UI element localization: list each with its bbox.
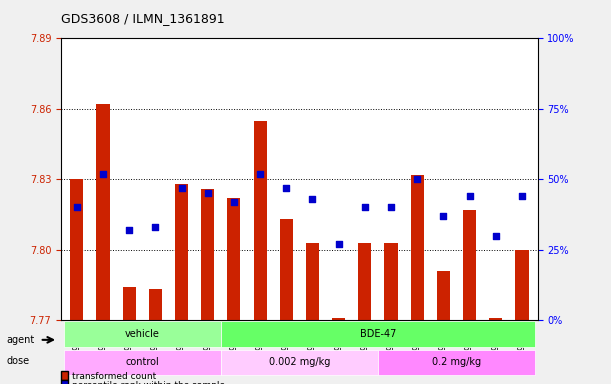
Point (491, 232, 500, 238)
Point (229, 199, 239, 205)
Point (255, 170, 265, 177)
Point (412, 176, 422, 182)
FancyBboxPatch shape (378, 349, 535, 375)
FancyBboxPatch shape (64, 349, 221, 375)
Bar (306, 243, 319, 320)
Bar (201, 189, 214, 320)
Text: 0.2 mg/kg: 0.2 mg/kg (432, 357, 481, 367)
FancyBboxPatch shape (221, 349, 378, 375)
Text: agent: agent (6, 335, 34, 345)
Point (386, 204, 396, 210)
Bar (437, 271, 450, 320)
FancyBboxPatch shape (64, 321, 221, 347)
Text: 0.002 mg/kg: 0.002 mg/kg (269, 357, 330, 367)
Bar (123, 287, 136, 320)
FancyBboxPatch shape (221, 321, 535, 347)
Point (282, 185, 291, 191)
Bar (384, 243, 398, 320)
Bar (280, 219, 293, 320)
Bar (149, 290, 162, 320)
Bar (227, 198, 241, 320)
Point (439, 213, 448, 219)
Point (150, 224, 160, 230)
Point (203, 190, 213, 196)
Bar (358, 243, 371, 320)
Text: transformed count: transformed count (72, 372, 156, 381)
Bar (70, 179, 83, 320)
Bar (254, 121, 266, 320)
Text: BDE-47: BDE-47 (360, 329, 396, 339)
Bar (175, 184, 188, 320)
Point (72, 204, 82, 210)
Text: vehicle: vehicle (125, 329, 159, 339)
Point (465, 193, 475, 199)
Point (334, 241, 343, 247)
Text: control: control (125, 357, 159, 367)
Bar (411, 174, 424, 320)
Text: dose: dose (6, 356, 29, 366)
Point (307, 196, 317, 202)
Point (124, 227, 134, 233)
Bar (332, 318, 345, 320)
Bar (489, 318, 502, 320)
Text: percentile rank within the sample: percentile rank within the sample (72, 381, 225, 384)
Point (360, 204, 370, 210)
Point (177, 185, 186, 191)
Bar (516, 250, 529, 320)
Point (98, 170, 108, 177)
Text: GDS3608 / ILMN_1361891: GDS3608 / ILMN_1361891 (61, 12, 225, 25)
Bar (463, 210, 476, 320)
Bar (97, 104, 109, 320)
Point (517, 193, 527, 199)
